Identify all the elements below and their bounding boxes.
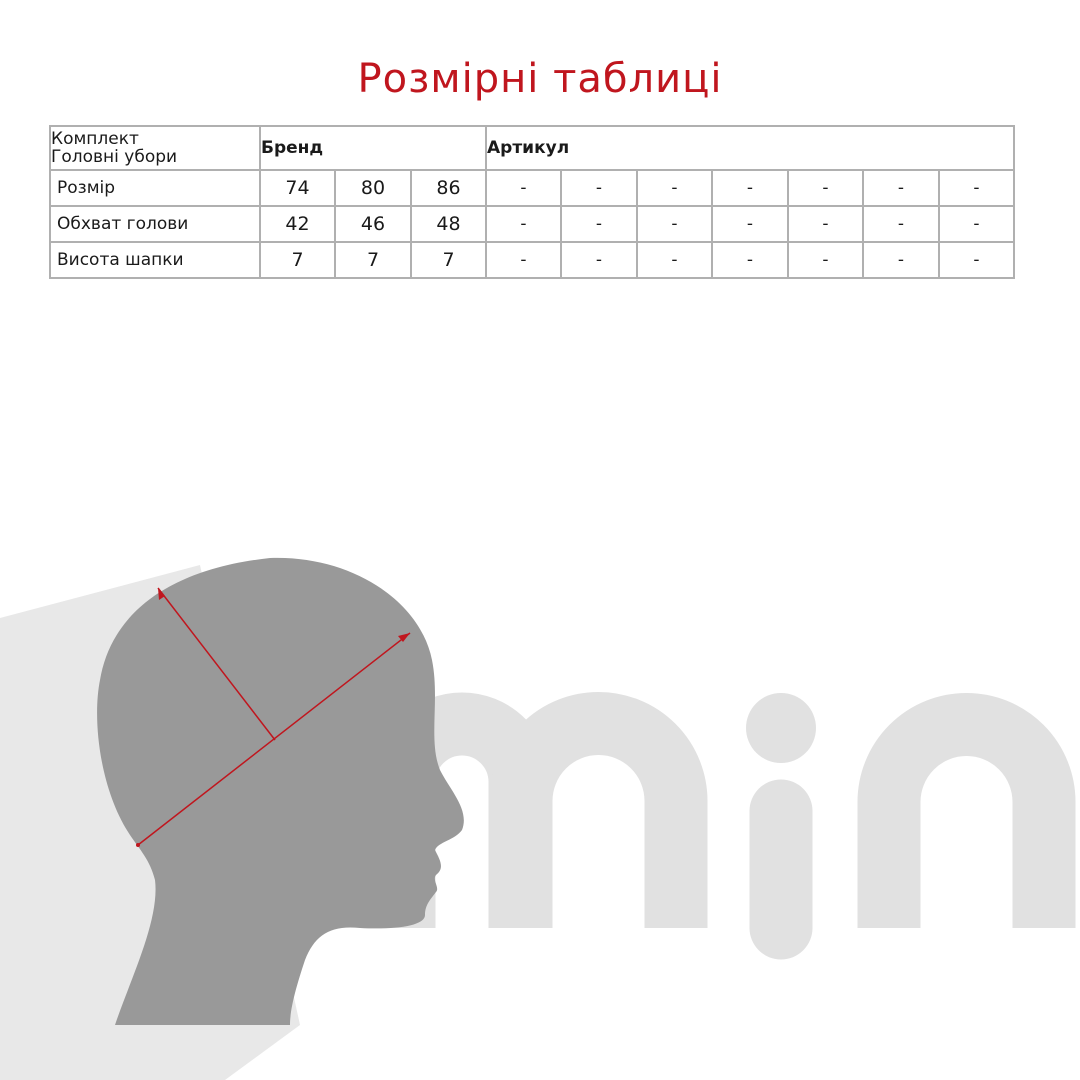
table-row: Розмір 74 80 86- - - - - - - xyxy=(49,169,1015,207)
size-value: 7 xyxy=(334,241,412,279)
article-value: - xyxy=(787,169,864,207)
article-value: - xyxy=(485,241,562,279)
head-silhouette xyxy=(97,557,464,1025)
brand-logo-min xyxy=(372,692,1076,960)
article-value: - xyxy=(485,169,562,207)
article-value: - xyxy=(711,205,789,243)
brand-header: Бренд xyxy=(259,125,487,171)
size-value: 86 xyxy=(410,169,487,207)
article-value: - xyxy=(711,169,789,207)
size-value: 7 xyxy=(410,241,487,279)
article-value: - xyxy=(938,205,1015,243)
size-value: 48 xyxy=(410,205,487,243)
kit-value: Головні убори xyxy=(51,147,178,167)
measurement-lines xyxy=(136,587,411,847)
size-value: 74 xyxy=(259,169,336,207)
article-value: - xyxy=(862,205,940,243)
article-value: - xyxy=(938,241,1015,279)
article-value: - xyxy=(636,205,713,243)
kit-cell: Комплект Головні убори xyxy=(49,125,261,171)
row-label: Висота шапки xyxy=(49,241,261,279)
article-value: - xyxy=(560,241,638,279)
row-label: Розмір xyxy=(49,169,261,207)
table-row: Обхват голови 42 46 48- - - - - - - xyxy=(49,205,1015,243)
article-value: - xyxy=(862,241,940,279)
article-value: - xyxy=(560,205,638,243)
size-table: Комплект Головні убори Бренд Артикул Розм… xyxy=(49,125,1015,279)
table-header-row: Комплект Головні убори Бренд Артикул xyxy=(49,125,1015,171)
arrow-icon xyxy=(158,588,165,600)
article-value: - xyxy=(787,241,864,279)
size-value: 80 xyxy=(334,169,412,207)
arrow-icon xyxy=(398,633,410,642)
article-value: - xyxy=(560,169,638,207)
article-value: - xyxy=(862,169,940,207)
table-row: Висота шапки 7 7 7- - - - - - - xyxy=(49,241,1015,279)
article-value: - xyxy=(787,205,864,243)
size-value: 42 xyxy=(259,205,336,243)
article-value: - xyxy=(485,205,562,243)
article-header: Артикул xyxy=(485,125,1015,171)
article-value: - xyxy=(711,241,789,279)
article-value: - xyxy=(938,169,1015,207)
size-value: 7 xyxy=(259,241,336,279)
page-title: Розмірні таблиці xyxy=(357,56,723,102)
kit-label: Комплект xyxy=(51,129,139,149)
row-label: Обхват голови xyxy=(49,205,261,243)
hat-height-line xyxy=(157,587,276,741)
article-value: - xyxy=(636,169,713,207)
size-value: 46 xyxy=(334,205,412,243)
article-value: - xyxy=(636,241,713,279)
